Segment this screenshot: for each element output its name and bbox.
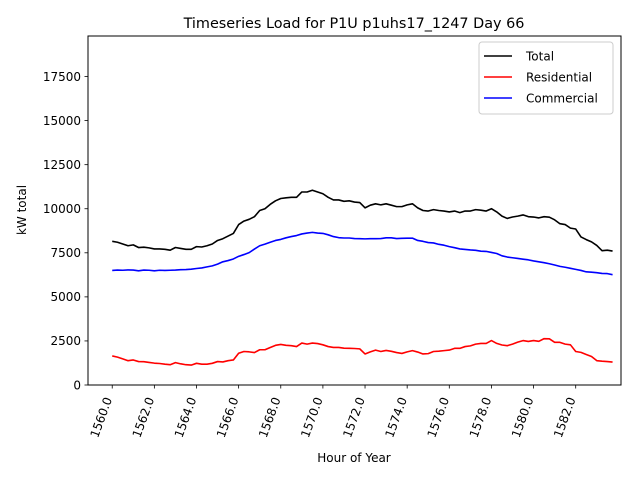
x-tick-label: 1574.0 [382,395,410,439]
x-tick-label: 1562.0 [130,395,158,439]
y-tick-label: 2500 [50,334,81,348]
plot-lines [112,189,613,366]
y-axis-label: kW total [15,185,29,235]
x-tick-label: 1568.0 [256,395,284,439]
x-tick-label: 1570.0 [298,395,326,439]
y-tick-label: 17500 [43,70,81,84]
legend-label-residential: Residential [526,70,592,84]
y-tick-label: 5000 [50,290,81,304]
legend: Total Residential Commercial [478,41,614,115]
x-tick-label: 1576.0 [425,395,453,439]
x-tick-label: 1580.0 [509,395,537,439]
y-tick-label: 12500 [43,158,81,172]
x-tick-label: 1566.0 [214,395,242,439]
series-line-residential [112,337,613,366]
y-tick-label: 7500 [50,246,81,260]
series-line-commercial [112,231,613,276]
plot-frame [87,35,622,386]
x-tick-label: 1564.0 [172,395,200,439]
chart-title: Timeseries Load for P1U p1uhs17_1247 Day… [183,16,525,32]
x-axis: 1560.0 1562.0 1564.0 1566.0 1568.0 1570.0 1572… [88,385,579,439]
x-axis-label: Hour of Year [317,451,391,465]
legend-label-total: Total [525,49,554,63]
legend-label-commercial: Commercial [526,91,598,105]
x-tick-label: 1582.0 [551,395,579,439]
x-tick-label: 1578.0 [467,395,495,439]
y-tick-label: 15000 [43,114,81,128]
y-tick-label: 0 [73,378,81,392]
series-line-total [112,189,613,252]
x-tick-label: 1560.0 [88,395,116,439]
y-axis: 0 2500 5000 7500 10000 12500 15000 17500 [43,70,88,392]
y-tick-label: 10000 [43,202,81,216]
legend-box [478,41,614,115]
x-tick-label: 1572.0 [340,395,368,439]
